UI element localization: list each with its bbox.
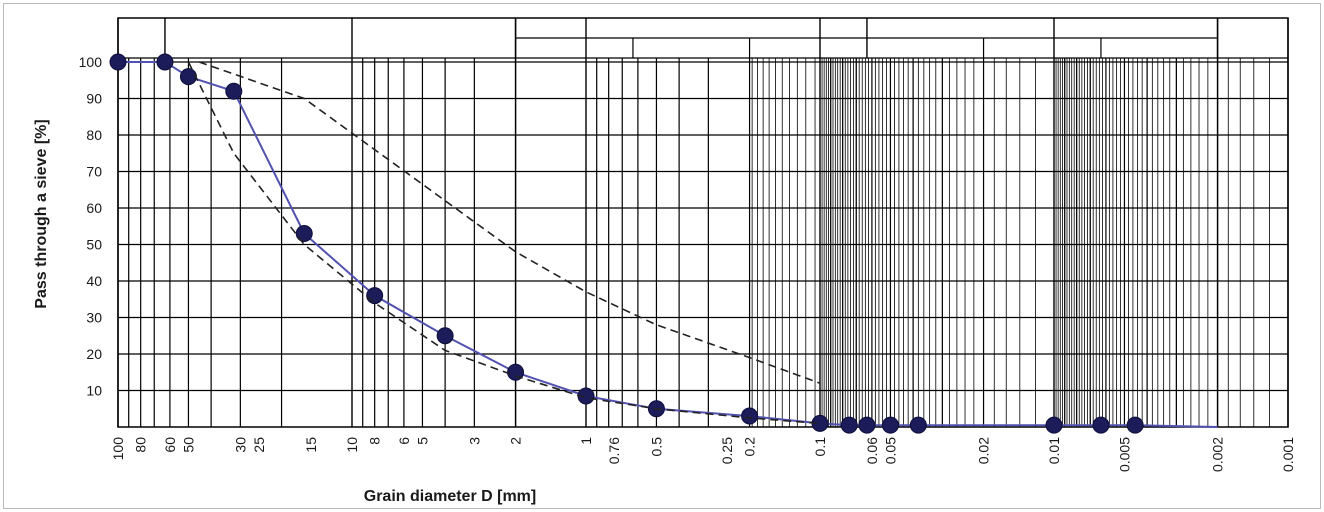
x-tick-label: 5 (414, 437, 430, 445)
x-tick-label: 80 (133, 437, 149, 453)
y-tick-label: 90 (86, 91, 102, 107)
x-tick-label: 1 (578, 437, 594, 445)
x-tick-label: 2 (508, 437, 524, 445)
y-tick-label: 100 (79, 54, 103, 70)
x-tick-label: 100 (110, 437, 126, 461)
data-point (225, 82, 243, 100)
data-point (109, 53, 127, 71)
plot-border (117, 17, 1289, 428)
x-tick-label: 15 (303, 437, 319, 453)
x-tick-label: 60 (162, 437, 178, 453)
x-tick-label: 0.25 (719, 437, 735, 464)
data-point (741, 407, 759, 425)
x-tick-label: 0.02 (976, 437, 992, 464)
data-point (179, 68, 197, 86)
x-tick-label: 6 (396, 437, 412, 445)
data-point (1126, 416, 1144, 434)
grading-curve (118, 61, 1218, 428)
envelope-curve-2 (187, 61, 821, 425)
envelope-curve-1 (198, 61, 821, 384)
y-tick-labels: 100 90 80 70 60 50 40 30 20 10 (79, 54, 103, 399)
x-tick-label: 0.2 (742, 437, 758, 457)
data-point (909, 416, 927, 434)
x-tick-label: 0.06 (864, 437, 880, 464)
y-tick-label: 40 (86, 273, 102, 289)
y-tick-label: 10 (86, 383, 102, 399)
y-tick-label: 50 (86, 237, 102, 253)
data-point (881, 416, 899, 434)
data-point (436, 327, 454, 345)
y-tick-label: 20 (86, 346, 102, 362)
y-tick-label: 70 (86, 164, 102, 180)
data-point (858, 416, 876, 434)
x-tick-label: 8 (367, 437, 383, 445)
x-tick-label: 3 (466, 437, 482, 445)
x-tick-label: 25 (251, 437, 267, 453)
x-tick-label: 0.01 (1046, 437, 1062, 464)
x-tick-label: 0.001 (1280, 437, 1296, 472)
data-point (295, 225, 313, 243)
grid (117, 17, 1289, 428)
x-tick-label: 50 (180, 437, 196, 453)
y-tick-label: 30 (86, 310, 102, 326)
x-tick-label: 10 (344, 437, 360, 453)
data-point (366, 287, 384, 305)
x-tick-label: 0.002 (1210, 437, 1226, 472)
classification-header (118, 18, 1288, 59)
y-tick-label: 60 (86, 200, 102, 216)
series-layer (109, 53, 1218, 434)
data-point (156, 53, 174, 71)
x-tick-labels: 100 80 60 50 30 25 15 10 8 6 5 3 2 1 0.76 0.5 0.25 0.2 0.1… (110, 437, 1296, 472)
x-tick-label: 0.76 (606, 437, 622, 464)
x-tick-label: 30 (232, 437, 248, 453)
y-axis-label: Pass through a sieve [%] (33, 119, 50, 308)
chart-frame: 100 90 80 70 60 50 40 30 20 10 100 80 60 50 30 25 15 10 8… (3, 3, 1321, 509)
y-tick-label: 80 (86, 127, 102, 143)
data-point (1092, 416, 1110, 434)
x-tick-label: 0.05 (882, 437, 898, 464)
x-tick-label: 0.5 (648, 437, 664, 457)
x-axis-label: Grain diameter D [mm] (364, 488, 536, 505)
data-point (840, 416, 858, 434)
x-tick-label: 0.005 (1116, 437, 1132, 472)
data-point (1045, 416, 1063, 434)
x-tick-label: 0.1 (812, 437, 828, 457)
